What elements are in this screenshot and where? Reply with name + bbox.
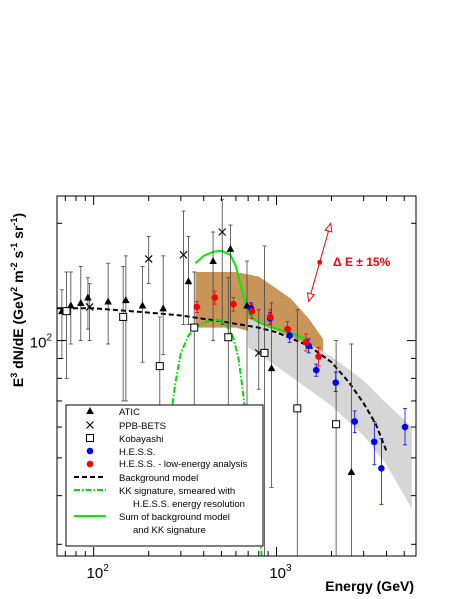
point-series-2 [155, 362, 164, 371]
systematic-band-hess [248, 318, 412, 509]
legend: ATIC PPB-BETS Kobayashi H.E.S.S. H.E.S.S… [65, 404, 264, 547]
legend-label-sum-cont: and KK signature [133, 525, 206, 536]
curve-series-5 [57, 307, 388, 452]
point-series-3 [351, 418, 359, 425]
point-series-2 [119, 312, 128, 321]
point-series-0 [122, 296, 130, 304]
point-series-4 [248, 307, 256, 315]
point-series-4 [302, 338, 310, 346]
x-axis-title: Energy (GeV) [325, 578, 414, 594]
point-series-2 [224, 333, 233, 342]
legend-label-hess-low-energy: H.E.S.S. - low-energy analysis [119, 459, 248, 470]
point-series-2 [332, 420, 341, 429]
energy-uncertainty-annotation [306, 222, 333, 303]
axis-ticks [57, 196, 416, 556]
point-series-4 [266, 313, 274, 321]
point-series-4 [284, 325, 291, 333]
x-tick-label: 102 [87, 563, 110, 582]
legend-label-kobayashi: Kobayashi [119, 434, 163, 445]
point-series-2 [260, 348, 269, 357]
point-series-1 [218, 228, 227, 236]
legend-symbol-0 [86, 407, 94, 414]
point-series-0 [159, 304, 167, 312]
point-series-0 [104, 297, 112, 305]
data-markers [58, 228, 409, 475]
point-series-3 [332, 379, 340, 386]
legend-label-kk-signature: KK signature, smeared with [119, 486, 235, 497]
point-series-2 [62, 307, 71, 316]
point-series-0 [209, 257, 217, 265]
y-tick-label: 102 [30, 333, 53, 352]
point-series-3 [378, 465, 385, 472]
legend-symbol-2 [86, 434, 94, 442]
legend-label-ppb-bets: PPB-BETS [119, 421, 166, 432]
point-series-3 [286, 332, 293, 339]
annotation-arrowhead [306, 292, 316, 303]
legend-symbol-1 [86, 421, 94, 429]
legend-label-kk-signature-cont: H.E.S.S. energy resolution [133, 499, 245, 510]
annotation-center-point [317, 259, 323, 265]
point-series-1 [85, 303, 94, 311]
legend-symbols [74, 407, 106, 517]
plot-frame [56, 195, 417, 557]
legend-symbol-4 [86, 460, 94, 468]
legend-box [65, 404, 264, 547]
x-tick-label: 103 [269, 563, 292, 582]
point-series-3 [312, 366, 320, 374]
point-series-4 [315, 353, 322, 360]
point-series-0 [184, 277, 193, 285]
point-series-0 [138, 301, 147, 309]
point-series-2 [293, 404, 302, 413]
legend-label-atic: ATIC [119, 407, 140, 418]
point-series-1 [144, 255, 153, 263]
point-series-4 [230, 300, 237, 308]
y-axis-title: E3 dN/dE (GeV2 m-2 s-1 sr-1) [9, 213, 26, 387]
point-series-1 [179, 250, 188, 259]
annotation-arrowhead [324, 222, 333, 233]
legend-label-sum: Sum of background model [119, 512, 230, 523]
legend-label-background-model: Background model [119, 473, 198, 484]
point-series-4 [193, 303, 201, 311]
legend-label-hess: H.E.S.S. [119, 447, 155, 458]
point-series-4 [211, 294, 219, 301]
legend-symbol-3 [86, 447, 94, 455]
point-series-0 [347, 467, 356, 475]
point-series-3 [401, 423, 409, 431]
point-series-2 [190, 323, 199, 332]
point-series-0 [67, 301, 75, 309]
point-series-0 [267, 364, 276, 372]
point-series-3 [371, 438, 378, 446]
point-series-0 [226, 244, 235, 252]
point-series-0 [76, 298, 85, 306]
energy-uncertainty-label: Δ E ± 15% [333, 255, 391, 269]
point-series-0 [84, 293, 92, 301]
